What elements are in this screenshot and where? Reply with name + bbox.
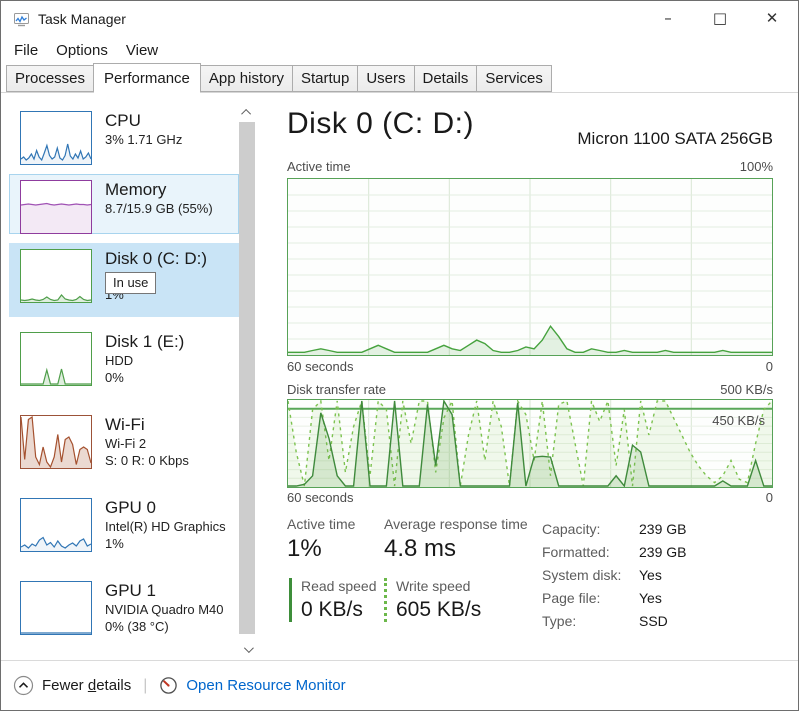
fewer-details-label: Fewer details — [42, 677, 132, 694]
memory-mini-chart — [20, 180, 92, 234]
avg-response-label: Average response time — [384, 516, 528, 532]
sidebar-item-memory[interactable]: Memory 8.7/15.9 GB (55%) — [9, 174, 239, 234]
active-time-stat-label: Active time — [287, 516, 356, 532]
read-speed-label: Read speed — [301, 578, 377, 594]
tab-services[interactable]: Services — [476, 65, 552, 92]
marker-450-label: 450 KB/s — [712, 413, 765, 428]
gpu0-title: GPU 0 — [105, 498, 157, 517]
task-manager-app-icon — [13, 11, 30, 28]
write-speed-value: 605 KB/s — [396, 598, 482, 621]
chart1-xlabel-right: 0 — [765, 359, 773, 374]
resource-monitor-icon — [160, 677, 178, 694]
scroll-down-icon[interactable] — [239, 641, 255, 657]
menu-options[interactable]: Options — [56, 41, 108, 59]
active-time-scale: 100% — [739, 159, 773, 174]
sidebar-item-gpu0[interactable]: GPU 0 Intel(R) HD Graphics 1% — [9, 492, 239, 566]
wifi-name: Wi-Fi 2 — [105, 436, 147, 451]
tab-processes[interactable]: Processes — [6, 65, 95, 92]
minimize-button[interactable]: – — [664, 9, 672, 27]
sidebar-item-wifi[interactable]: Wi-Fi Wi-Fi 2 S: 0 R: 0 Kbps — [9, 409, 239, 483]
menu-file[interactable]: File — [14, 41, 39, 59]
gpu1-usage: 0% (38 °C) — [105, 619, 169, 634]
avg-response-value: 4.8 ms — [384, 535, 457, 562]
disk1-mini-chart — [20, 332, 92, 386]
tabstrip: Processes Performance App history Startu… — [1, 63, 798, 93]
scrollbar-thumb[interactable] — [239, 122, 255, 634]
close-button[interactable]: ✕ — [765, 9, 779, 27]
detail-row-system-disk: System disk: Yes — [542, 567, 662, 583]
disk-model: Micron 1100 SATA 256GB — [577, 129, 773, 148]
memory-title: Memory — [105, 180, 167, 199]
footer-separator: | — [143, 676, 148, 694]
chart2-xlabel-left: 60 seconds — [287, 490, 354, 505]
disk-transfer-rate-chart[interactable]: 450 KB/s — [287, 399, 773, 488]
open-resource-monitor-label: Open Resource Monitor — [186, 677, 346, 694]
tab-details[interactable]: Details — [413, 65, 478, 92]
tab-performance[interactable]: Performance — [93, 63, 201, 93]
disk0-mini-chart — [20, 249, 92, 303]
page-title: Disk 0 (C: D:) — [287, 107, 474, 140]
write-speed-label: Write speed — [396, 578, 471, 594]
active-time-chart[interactable] — [287, 178, 773, 356]
fewer-details-button[interactable]: Fewer details — [13, 675, 131, 696]
sidebar-item-disk1[interactable]: Disk 1 (E:) HDD 0% — [9, 326, 239, 400]
window-title: Task Manager — [38, 11, 126, 27]
wifi-rates: S: 0 R: 0 Kbps — [105, 453, 189, 468]
sidebar-scrollbar — [239, 104, 255, 657]
disk-details-list: Capacity: 239 GB Formatted: 239 GB Syste… — [542, 518, 686, 633]
chevron-up-circle-icon — [13, 675, 34, 696]
gpu0-name: Intel(R) HD Graphics — [105, 519, 226, 534]
disk1-type: HDD — [105, 353, 134, 368]
disk1-usage: 0% — [105, 370, 124, 385]
cpu-title: CPU — [105, 111, 141, 130]
gpu0-usage: 1% — [105, 536, 124, 551]
detail-row-page-file: Page file: Yes — [542, 590, 662, 606]
active-time-stat-value: 1% — [287, 535, 322, 562]
cpu-stats: 3% 1.71 GHz — [105, 132, 183, 147]
tab-users[interactable]: Users — [357, 65, 415, 92]
gpu0-mini-chart — [20, 498, 92, 552]
open-resource-monitor-link[interactable]: Open Resource Monitor — [159, 676, 346, 695]
gpu1-mini-chart — [20, 581, 92, 635]
disk0-title: Disk 0 (C: D:) — [105, 249, 207, 268]
chart2-xlabel-right: 0 — [765, 490, 773, 505]
tab-app-history[interactable]: App history — [199, 65, 293, 92]
transfer-rate-scale: 500 KB/s — [720, 382, 773, 397]
wifi-mini-chart — [20, 415, 92, 469]
disk1-title: Disk 1 (E:) — [105, 332, 185, 351]
wifi-title: Wi-Fi — [105, 415, 145, 434]
performance-sidebar: CPU 3% 1.71 GHz Memory 8.7/15.9 GB (55%)… — [9, 105, 239, 658]
footer-bar: Fewer details | Open Resource Monitor — [1, 660, 798, 710]
detail-row-type: Type: SSD — [542, 613, 668, 629]
cpu-mini-chart — [20, 111, 92, 165]
gpu1-title: GPU 1 — [105, 581, 157, 600]
active-time-label: Active time — [287, 159, 351, 174]
read-speed-value: 0 KB/s — [301, 598, 363, 621]
memory-stats: 8.7/15.9 GB (55%) — [105, 201, 213, 216]
maximize-button[interactable]: □ — [712, 9, 728, 27]
menubar: File Options View — [1, 37, 798, 63]
sidebar-item-cpu[interactable]: CPU 3% 1.71 GHz — [9, 105, 239, 165]
sidebar-item-gpu1[interactable]: GPU 1 NVIDIA Quadro M40 0% (38 °C) — [9, 575, 239, 649]
transfer-rate-label: Disk transfer rate — [287, 382, 386, 397]
menu-view[interactable]: View — [125, 41, 159, 59]
in-use-tooltip: In use — [105, 272, 157, 294]
detail-row-capacity: Capacity: 239 GB — [542, 521, 687, 537]
detail-row-formatted: Formatted: 239 GB — [542, 544, 687, 560]
scroll-up-icon[interactable] — [239, 104, 255, 120]
chart1-xlabel-left: 60 seconds — [287, 359, 354, 374]
gpu1-name: NVIDIA Quadro M40 — [105, 602, 224, 617]
disk-detail-panel: Disk 0 (C: D:) Micron 1100 SATA 256GB Ac… — [287, 93, 773, 653]
tab-startup[interactable]: Startup — [291, 65, 359, 92]
titlebar: Task Manager – □ ✕ — [1, 1, 798, 37]
